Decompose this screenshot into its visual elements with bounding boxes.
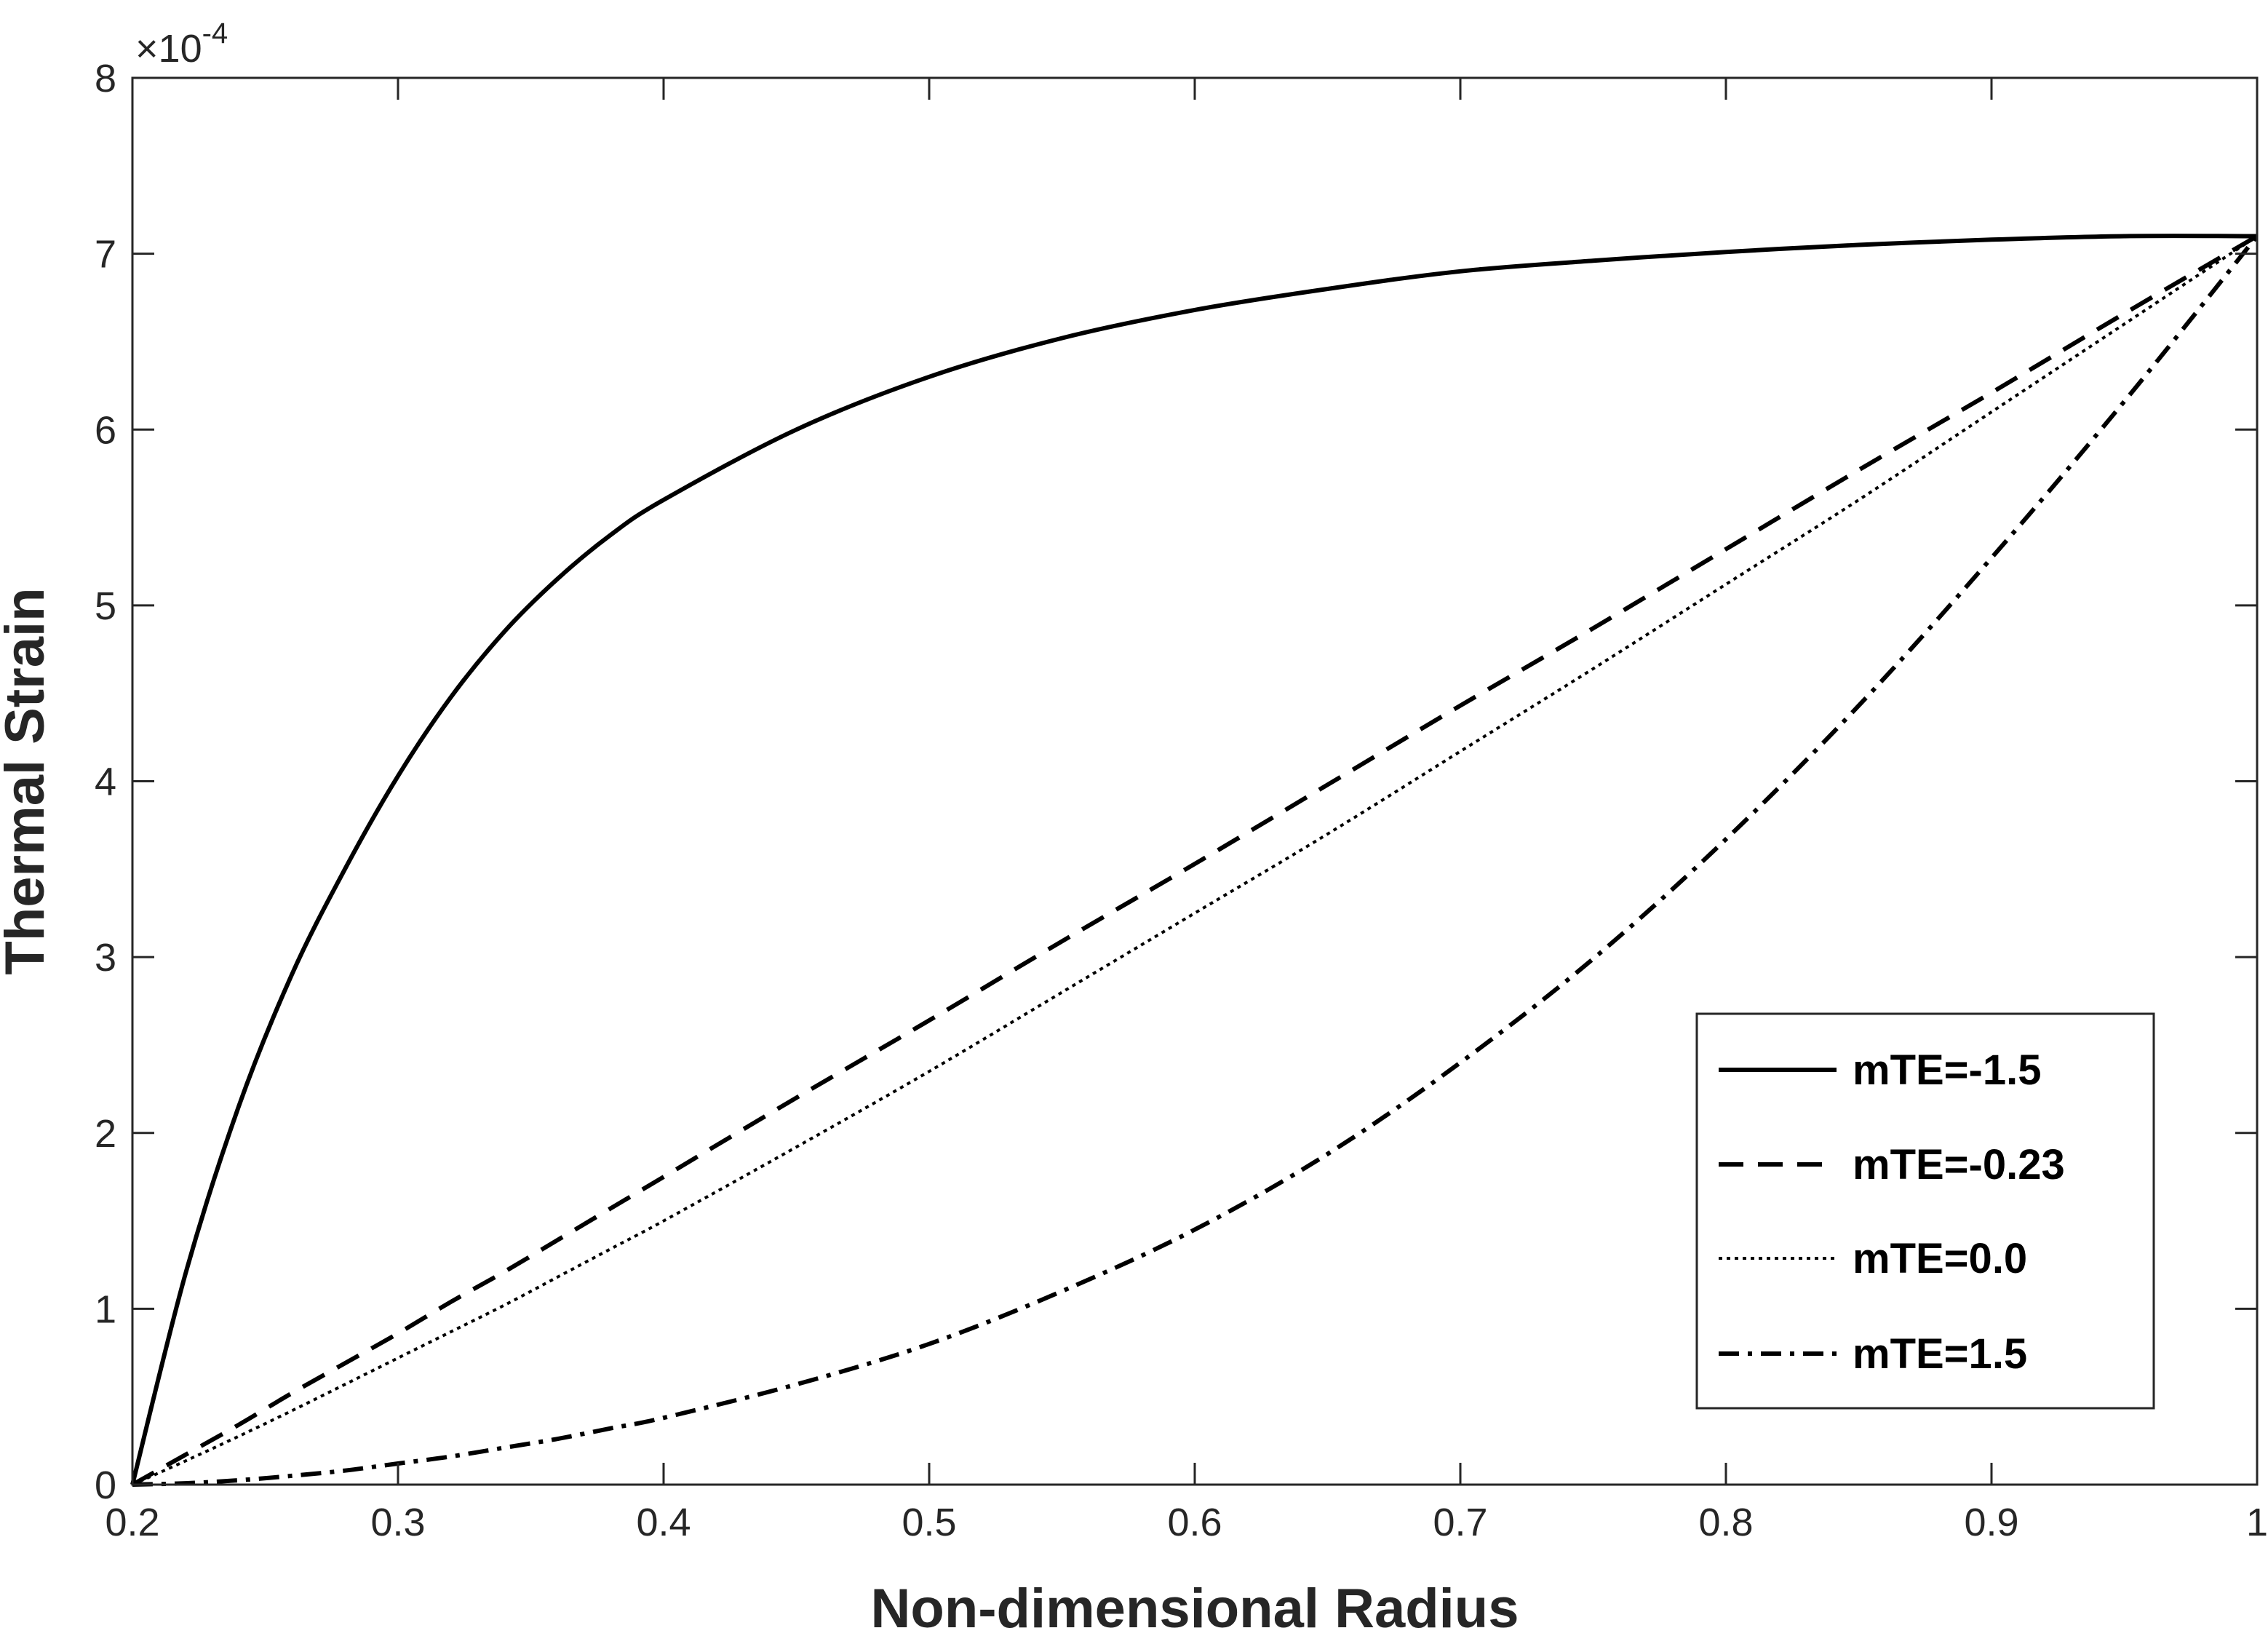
legend-label: mTE=-1.5 — [1853, 1047, 2042, 1094]
x-tick-label: 0.5 — [902, 1501, 956, 1544]
y-tick-label: 5 — [95, 584, 116, 628]
y-tick-labels: 0 1 2 3 4 5 6 7 8 — [95, 57, 116, 1507]
series-line-mte0.0 — [132, 234, 2259, 1486]
x-tick-label: 0.9 — [1964, 1501, 2018, 1544]
y-exponent-label: ×10-4 — [135, 17, 228, 71]
legend-item: mTE=-1.5 — [1719, 1047, 2042, 1094]
legend-label: mTE=1.5 — [1853, 1330, 2027, 1378]
legend-item: mTE=1.5 — [1719, 1330, 2027, 1378]
legend: mTE=-1.5 mTE=-0.23 mTE=0.0 mTE=1.5 — [1695, 1012, 2155, 1410]
y-tick-label: 1 — [95, 1287, 116, 1331]
series-line-mte-0.23 — [131, 234, 2259, 1487]
x-tick-label: 0.8 — [1698, 1501, 1753, 1544]
y-tick-label: 4 — [95, 761, 116, 804]
ticks-layer — [131, 76, 2259, 1486]
y-axis-title: Thermal Strain — [0, 587, 56, 974]
y-tick-label: 8 — [95, 57, 116, 100]
y-tick-label: 2 — [95, 1112, 116, 1156]
x-tick-labels: 0.2 0.3 0.4 0.5 0.6 0.7 0.8 0.9 1 — [105, 1501, 2268, 1544]
x-tick-label: 0.7 — [1433, 1501, 1487, 1544]
y-exponent-power: -4 — [202, 17, 228, 49]
legend-items: mTE=-1.5 mTE=-0.23 mTE=0.0 mTE=1.5 — [1719, 1047, 2065, 1378]
legend-label: mTE=0.0 — [1853, 1235, 2027, 1282]
x-axis-title: Non-dimensional Radius — [871, 1578, 1519, 1640]
x-tick-label: 0.6 — [1167, 1501, 1222, 1544]
legend-item: mTE=0.0 — [1719, 1235, 2027, 1282]
x-tick-label: 1 — [2246, 1501, 2268, 1544]
legend-item: mTE=-0.23 — [1719, 1141, 2065, 1188]
y-tick-label: 3 — [95, 936, 116, 980]
y-tick-label: 0 — [95, 1464, 116, 1507]
x-tick-label: 0.3 — [370, 1501, 425, 1544]
series-line-mte-1.5 — [130, 234, 2258, 1485]
x-tick-label: 0.4 — [636, 1501, 691, 1544]
legend-box — [1695, 1012, 2155, 1410]
y-tick-label: 7 — [95, 233, 116, 277]
legend-label: mTE=-0.23 — [1853, 1141, 2065, 1188]
x-tick-label: 0.2 — [105, 1501, 159, 1544]
y-tick-label: 6 — [95, 408, 116, 452]
y-exponent-base: ×10 — [135, 27, 202, 71]
